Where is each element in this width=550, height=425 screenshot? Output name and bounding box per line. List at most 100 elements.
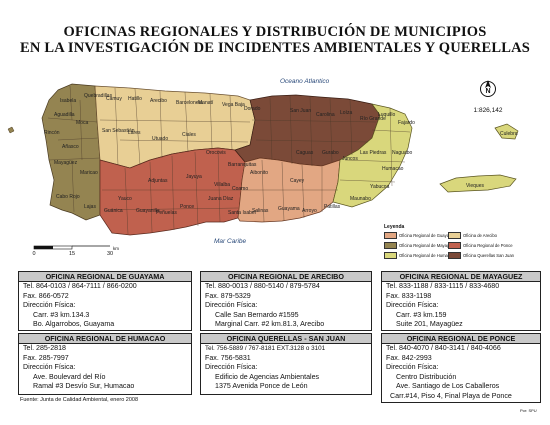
office-address-1: Carr. #3 km.134.3 bbox=[33, 310, 90, 319]
municipio-label: Adjuntas bbox=[148, 178, 168, 184]
municipio-label: Barranquitas bbox=[228, 162, 257, 168]
municipio-label: Arroyo bbox=[302, 208, 317, 214]
municipio-label: Las Piedras bbox=[360, 150, 387, 156]
municipio-label: Arecibo bbox=[150, 98, 167, 104]
source-note: Fuente: Junta de Calidad Ambiental, ener… bbox=[20, 397, 139, 403]
office-dir-label: Dirección Física: bbox=[386, 301, 439, 310]
island-desecheo bbox=[7, 126, 15, 134]
office-header: OFICINA REGIONAL DE MAYAGUEZ bbox=[382, 272, 540, 282]
office-address-2: Ramal #3 Desvío Sur, Humacao bbox=[33, 382, 135, 391]
office-address-1: Carr. #3 km.159 bbox=[396, 310, 447, 319]
municipio-label: Cabo Rojo bbox=[56, 194, 80, 200]
office-dir-label: Dirección Física: bbox=[205, 301, 258, 310]
office-box-san-juan: OFICINA QUERELLAS - SAN JUAN Tel. 756-58… bbox=[200, 333, 372, 395]
municipio-label: Dorado bbox=[244, 106, 261, 112]
legend-label: Oficina de Arecibo bbox=[463, 233, 497, 238]
office-address-2: 1375 Avenida Ponce de León bbox=[215, 382, 308, 391]
municipio-label: Peñuelas bbox=[156, 210, 177, 216]
municipio-label: Maricao bbox=[80, 170, 98, 176]
municipio-label: Ciales bbox=[182, 132, 196, 138]
map-title-line-2: EN LA INVESTIGACIÓN DE INCIDENTES AMBIEN… bbox=[19, 40, 531, 56]
municipio-label: Salinas bbox=[252, 208, 269, 214]
municipio-label: Vega Baja bbox=[222, 102, 245, 108]
office-box-guayama: OFICINA REGIONAL DE GUAYAMA Tel. 864-010… bbox=[18, 271, 192, 331]
municipio-label: Mayagüez bbox=[54, 160, 78, 166]
legend-item-san-juan: Oficina Querellas San Juan bbox=[448, 252, 514, 259]
municipio-label: Cayey bbox=[290, 178, 305, 184]
office-header: OFICINA REGIONAL DE GUAYAMA bbox=[19, 272, 191, 282]
municipio-label: Villalba bbox=[214, 182, 231, 188]
office-fax: Fax. 842-2993 bbox=[386, 353, 432, 362]
municipio-label: Orocovis bbox=[206, 150, 226, 156]
office-box-arecibo: OFICINA REGIONAL DE ARECIBO Tel. 880-001… bbox=[200, 271, 372, 331]
office-address-1: Edificio de Agencias Ambientales bbox=[215, 372, 320, 381]
municipio-label: Lajas bbox=[84, 204, 96, 210]
scale-unit: km bbox=[113, 246, 119, 251]
legend-swatch bbox=[448, 242, 461, 249]
north-arrow-icon bbox=[480, 80, 496, 97]
municipio-label: Fajardo bbox=[398, 120, 415, 126]
municipio-label: Yabucoa bbox=[370, 184, 390, 190]
scale-tick-0: 0 bbox=[32, 251, 35, 257]
municipio-label: Ponce bbox=[180, 204, 195, 210]
office-tel: Tel. 756-5889 / 767-8181 EXT.3128 o 3101 bbox=[205, 345, 326, 352]
map-legend: Leyenda Oficina Regional de Guayama Ofic… bbox=[384, 224, 514, 259]
island-culebra bbox=[494, 123, 519, 140]
office-header: OFICINA QUERELLAS - SAN JUAN bbox=[201, 334, 371, 344]
sea-label-south: Mar Caribe bbox=[214, 238, 247, 245]
office-header: OFICINA REGIONAL DE PONCE bbox=[382, 334, 540, 344]
legend-swatch bbox=[384, 252, 397, 259]
municipio-label: Isabela bbox=[60, 98, 77, 104]
municipio-label: Guánica bbox=[104, 208, 123, 214]
scale-ratio: 1:826,142 bbox=[474, 107, 503, 114]
legend-item-humacao: Oficina Regional de Humacao bbox=[384, 252, 455, 259]
office-fax: Fax. 285-7997 bbox=[23, 353, 69, 362]
legend-title: Leyenda bbox=[384, 224, 405, 230]
scale-bar bbox=[33, 245, 110, 250]
municipio-label: Guayanilla bbox=[136, 208, 160, 214]
office-tel: Tel. 880-0013 / 880-5140 / 879-5784 bbox=[205, 282, 320, 290]
author-credit: Por: SPU bbox=[520, 408, 537, 413]
office-fax: Fax. 756-5831 bbox=[205, 353, 251, 362]
office-box-humacao: OFICINA REGIONAL DE HUMACAO Tel. 285-281… bbox=[18, 333, 192, 395]
office-dir-label: Dirección Física: bbox=[205, 363, 258, 372]
sea-label-north: Oceano Atlantico bbox=[280, 78, 330, 85]
office-tel: Tel. 864-0103 / 864-7111 / 866-0200 bbox=[23, 282, 137, 290]
office-address-1: Calle San Bernardo #1595 bbox=[215, 310, 299, 319]
municipio-label: Camuy bbox=[106, 96, 122, 102]
municipio-label: Rincón bbox=[44, 130, 60, 136]
office-dir-label: Dirección Física: bbox=[23, 363, 76, 372]
office-address-2: Suite 201, Mayagüez bbox=[396, 320, 463, 329]
map-title-line-1: OFICINAS REGIONALES Y DISTRIBUCIÓN DE MU… bbox=[63, 24, 487, 40]
municipio-label: Río Grande bbox=[360, 116, 386, 122]
municipio-label: Quebradillas bbox=[84, 93, 113, 99]
municipio-label: Patillas bbox=[324, 204, 341, 210]
office-address-1: Centro Distribución bbox=[396, 372, 457, 381]
municipio-label: Coamo bbox=[232, 186, 249, 192]
legend-item-arecibo: Oficina de Arecibo bbox=[448, 232, 508, 239]
scale-tick-30: 30 bbox=[107, 251, 113, 257]
municipio-label: Barceloneta bbox=[176, 100, 203, 106]
legend-label: Oficina Querellas San Juan bbox=[463, 253, 514, 258]
legend-item-mayaguez: Oficina Regional de Mayagüez bbox=[384, 242, 456, 249]
legend-label: Oficina Regional de Humacao bbox=[399, 253, 455, 258]
municipio-label: Añasco bbox=[62, 144, 79, 150]
municipio-label: Naguabo bbox=[392, 150, 413, 156]
legend-swatch bbox=[448, 252, 461, 259]
municipio-label: Lares bbox=[128, 130, 141, 136]
north-symbol: N bbox=[485, 88, 490, 95]
municipio-label: San Juan bbox=[290, 108, 312, 114]
municipio-label: Caguas bbox=[296, 150, 314, 156]
municipio-label: Aibonito bbox=[250, 170, 269, 176]
office-box-ponce: OFICINA REGIONAL DE PONCE Tel. 840-4070 … bbox=[381, 333, 541, 403]
legend-swatch bbox=[384, 232, 397, 239]
municipio-label: Culebra bbox=[500, 131, 518, 137]
municipio-boundaries bbox=[47, 85, 411, 235]
office-address-3: Carr.#14, Piso 4, Final Playa de Ponce bbox=[390, 391, 512, 400]
municipio-label: Hatillo bbox=[128, 96, 142, 102]
municipio-label: San Sebastián bbox=[102, 128, 135, 134]
municipio-label: Gurabo bbox=[322, 150, 339, 156]
municipio-label: Manatí bbox=[198, 100, 214, 106]
legend-swatch bbox=[448, 232, 461, 239]
